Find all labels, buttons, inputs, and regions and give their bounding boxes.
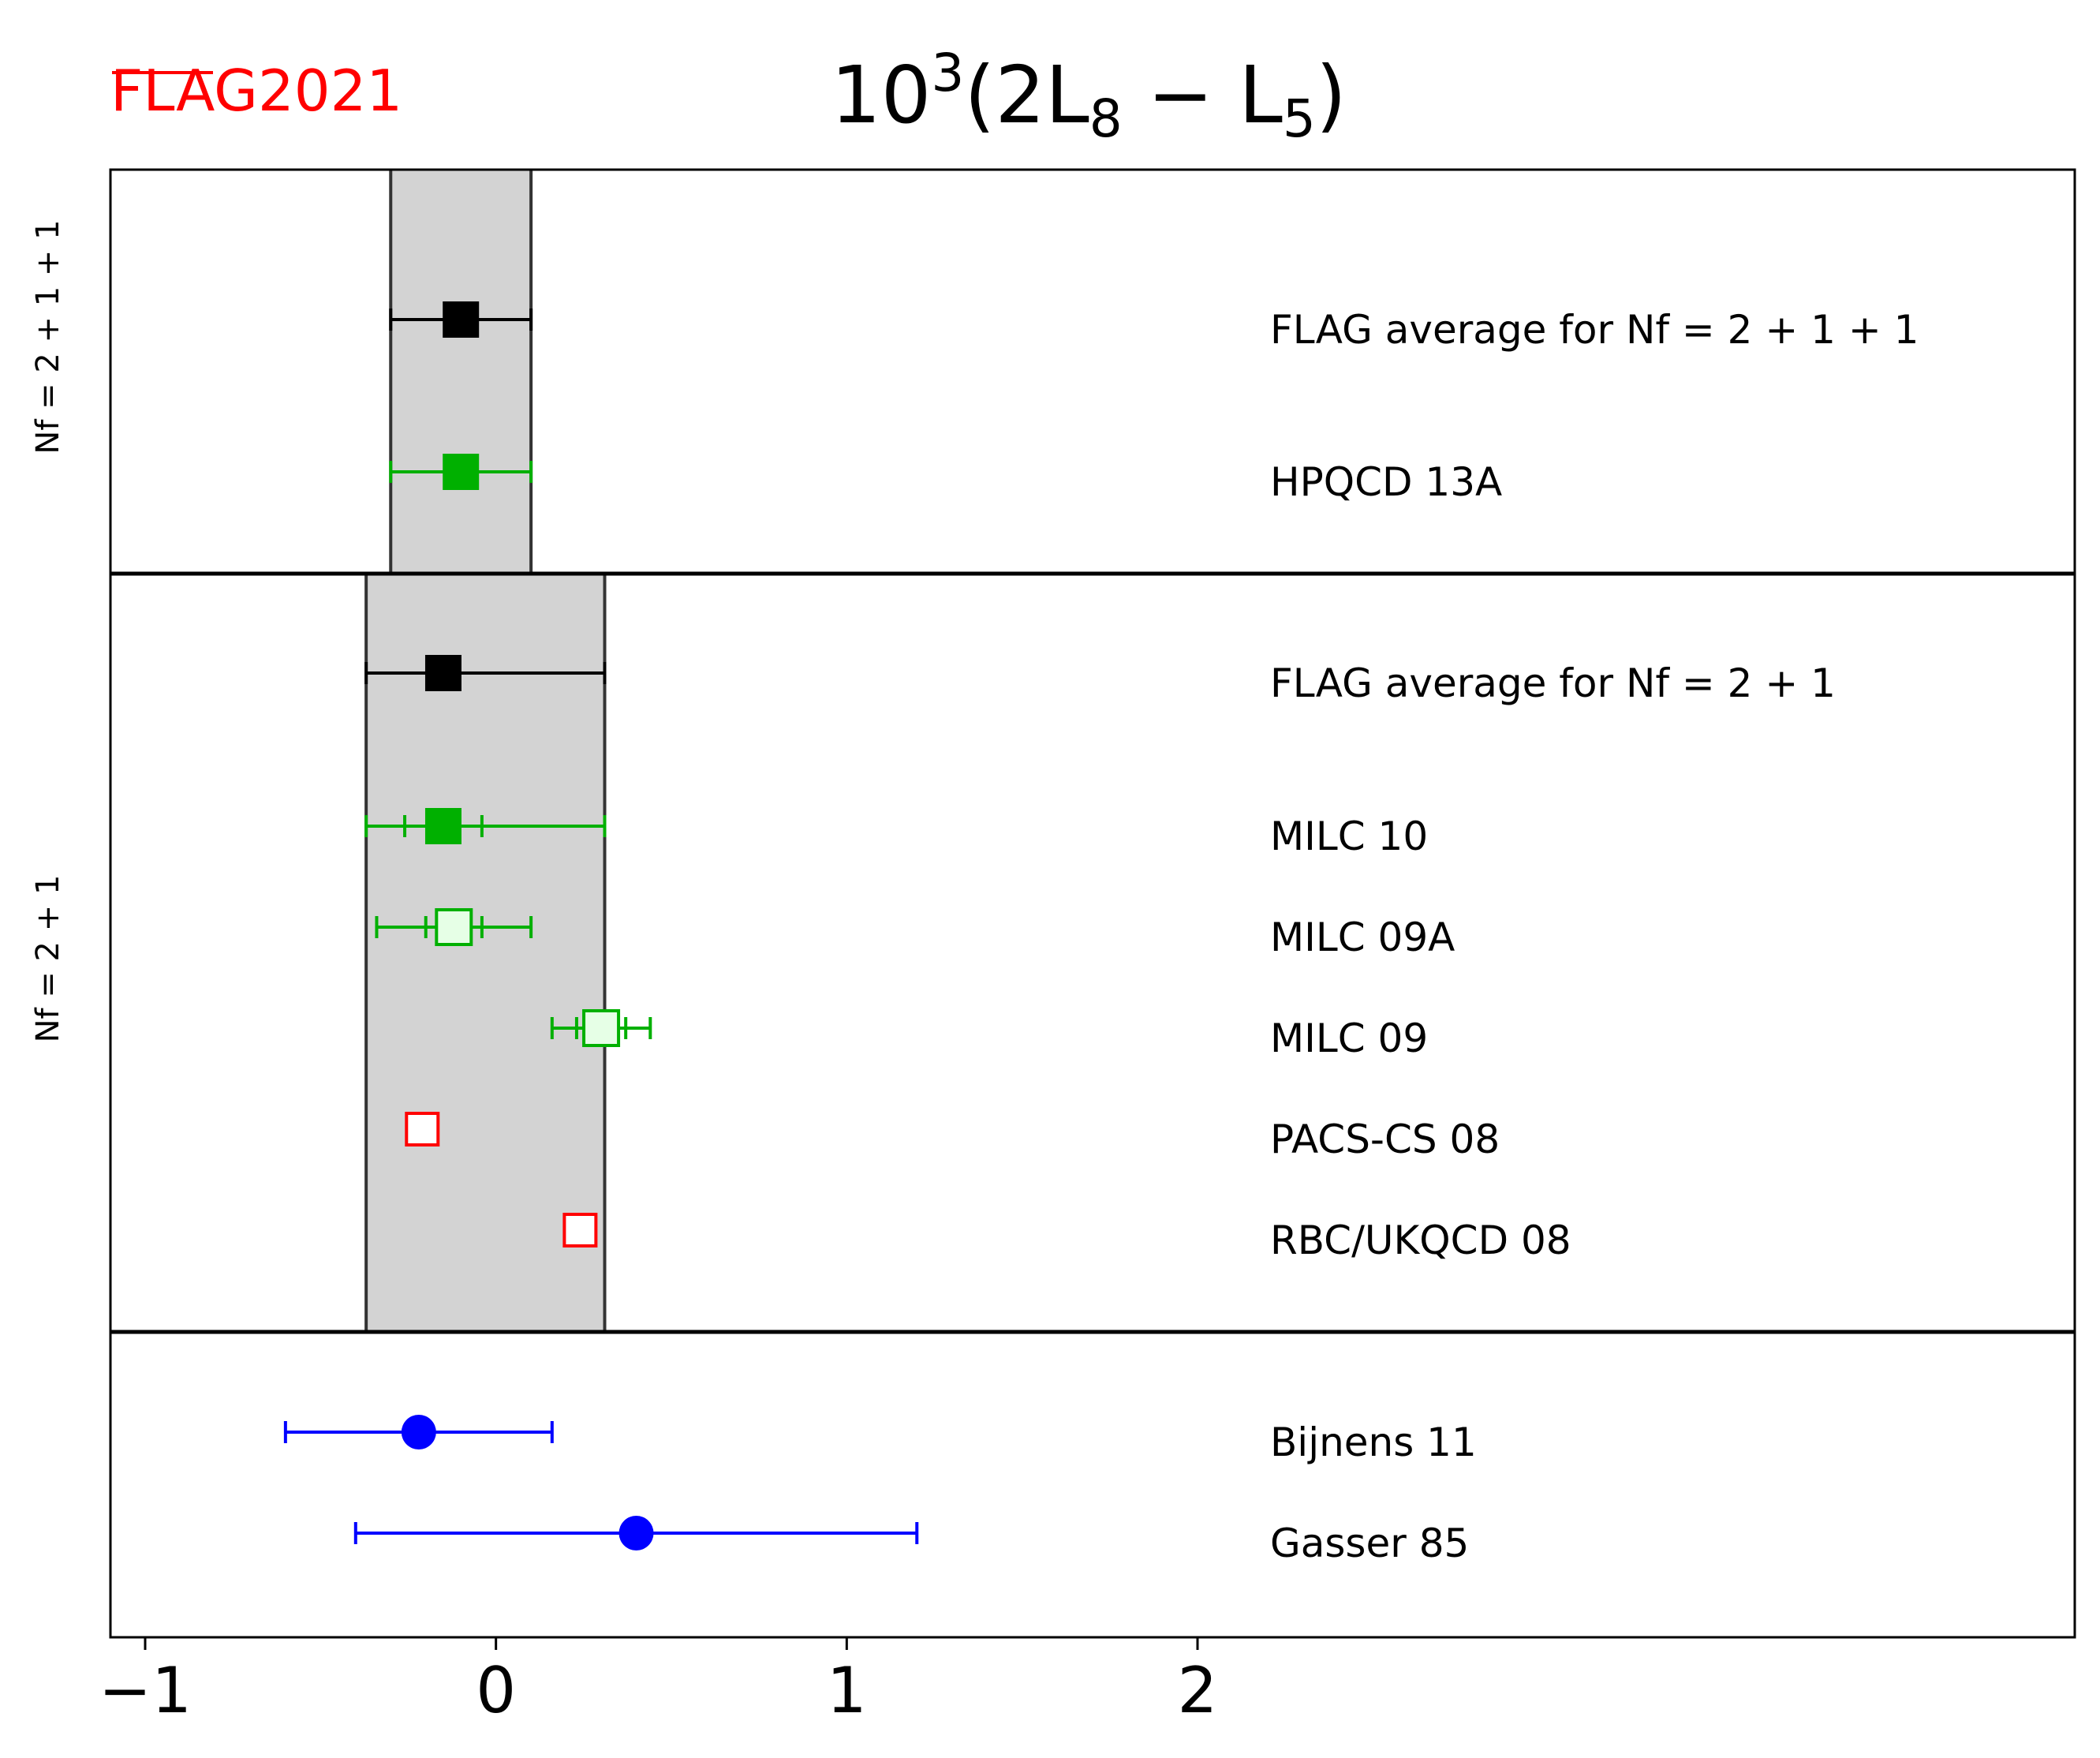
entry-label: Gasser 85 [1270, 1520, 1469, 1566]
x-tick-label: 1 [827, 1654, 867, 1727]
plot-frame [109, 168, 2076, 1639]
entry-label: MILC 10 [1270, 814, 1428, 859]
entry-label: MILC 09 [1270, 1016, 1428, 1061]
x-tick-label: 2 [1178, 1654, 1218, 1727]
flag-band-nf211 [390, 170, 532, 574]
entry-labels: Nf = 2 + 1 + 1 FLAG average for Nf = 2 + … [30, 219, 1919, 1566]
data-point [424, 655, 461, 691]
axes-frame [109, 168, 2076, 1639]
panel-label-nf211: Nf = 2 + 1 + 1 [30, 219, 66, 454]
panel-label-nf21: Nf = 2 + 1 [30, 875, 66, 1043]
x-axis-ticks: −1 0 1 2 [99, 1637, 1217, 1727]
flag-logo: FLAG2021 [110, 58, 402, 124]
entry-label: HPQCD 13A [1270, 459, 1502, 505]
data-point [443, 301, 480, 338]
data-point [562, 1213, 598, 1247]
entry-label: MILC 09A [1270, 915, 1455, 960]
data-marks [283, 301, 919, 1550]
data-point [582, 1009, 621, 1047]
entry-label: RBC/UKQCD 08 [1270, 1218, 1571, 1263]
flag-band-nf21 [366, 574, 605, 1332]
data-point [401, 1415, 436, 1449]
flag-bands [364, 170, 607, 1332]
data-point [618, 1516, 654, 1550]
data-point [435, 908, 473, 946]
data-point [443, 454, 480, 490]
entry-label: Bijnens 11 [1270, 1419, 1477, 1465]
entry-label: FLAG average for Nf = 2 + 1 [1270, 660, 1836, 706]
entry-label: FLAG average for Nf = 2 + 1 + 1 [1270, 307, 1919, 353]
entry-label: PACS-CS 08 [1270, 1117, 1500, 1162]
data-point [424, 808, 461, 844]
x-tick-label: −1 [99, 1654, 192, 1727]
chart-title: 103(2L8 − L5) [831, 43, 1347, 149]
data-point [405, 1112, 440, 1146]
x-tick-label: 0 [476, 1654, 516, 1727]
